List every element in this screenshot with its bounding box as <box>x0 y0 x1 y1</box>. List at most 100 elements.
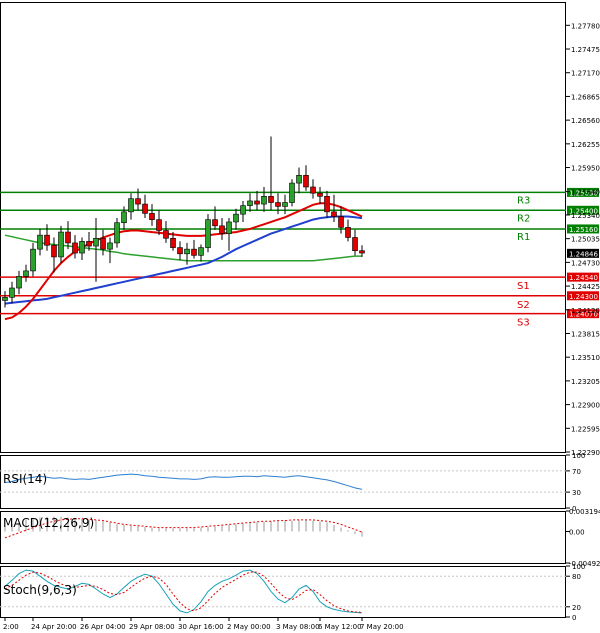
candle-body <box>51 244 57 258</box>
candle <box>247 193 253 212</box>
ma-blue-line <box>4 215 363 305</box>
ma-green-line <box>4 234 362 262</box>
time-tick-label: 30 Apr 16:00 <box>178 623 224 631</box>
candle <box>2 291 8 308</box>
level-price-box <box>567 309 599 319</box>
price-tick-label: 1.27780 <box>571 22 600 30</box>
candle-body <box>65 231 71 244</box>
candle-body <box>345 227 351 238</box>
stoch-signal-line <box>4 571 363 613</box>
macd-tick-label: 0.00 <box>569 528 585 536</box>
candle-body <box>37 234 43 250</box>
candle <box>37 228 43 256</box>
macd-label: MACD(12,26,9) <box>3 516 94 530</box>
candle-body <box>268 196 274 203</box>
candle <box>191 239 197 259</box>
candle <box>359 245 365 257</box>
stoch-tick-label: 80 <box>572 573 581 581</box>
level-price-box <box>567 272 599 282</box>
moving-averages <box>4 202 363 321</box>
candle <box>268 136 274 211</box>
price-tick-label: 1.24730 <box>571 259 600 267</box>
price-axis: 1.27780 1.27475 1.27170 1.26865 1.26560 1.262… <box>566 22 600 457</box>
rsi-panel-frame <box>0 455 566 509</box>
macd-signal-line <box>4 518 363 539</box>
time-tick-label: 26 Apr 04:00 <box>80 623 126 631</box>
price-tick-label: 1.26865 <box>571 93 600 101</box>
candle-body <box>359 250 365 254</box>
candle <box>282 194 288 215</box>
indicator-panels: 100 70 30 0 RSI(14) 0.003194 0.00 -0.00492 MACD(… <box>0 452 600 622</box>
candle-body <box>107 242 113 250</box>
candle <box>58 225 64 264</box>
candle <box>198 244 204 262</box>
candle <box>128 193 134 220</box>
candle-body <box>86 241 92 247</box>
price-tick-label: 1.27170 <box>571 70 600 78</box>
price-tick-label: 1.27475 <box>571 46 600 54</box>
level-name-r2: R2 <box>517 213 530 224</box>
stoch-panel-frame <box>0 566 566 618</box>
stoch-label: Stoch(9,6,3) <box>3 583 77 597</box>
stoch-tick-label: 20 <box>572 604 581 612</box>
level-name-r1: R1 <box>517 232 530 243</box>
candle <box>107 237 113 264</box>
level-name-s3: S3 <box>517 318 530 329</box>
time-tick-label: 3 May 08:00 <box>276 623 320 631</box>
candle <box>317 186 323 205</box>
price-tick-label: 1.26560 <box>571 117 600 125</box>
candle-body <box>317 192 323 197</box>
candle-body <box>261 196 267 205</box>
price-tick-label: 1.23510 <box>571 354 600 362</box>
candle <box>93 218 99 282</box>
candle <box>163 221 169 243</box>
current-price-box <box>567 248 599 258</box>
level-name-s2: S2 <box>517 300 530 311</box>
level-price-label: 1.24300 <box>569 293 598 301</box>
candle-body <box>247 200 253 206</box>
candle-body <box>184 248 190 255</box>
price-tick-label: 1.22900 <box>571 402 600 410</box>
price-tick-label: 1.23815 <box>571 330 600 338</box>
candle-body <box>79 241 85 254</box>
main-panel-frame <box>0 2 566 453</box>
candle-body <box>303 175 309 188</box>
candle <box>296 167 302 194</box>
candle <box>114 218 120 248</box>
level-name-s1: S1 <box>517 281 530 292</box>
candle-body <box>233 213 239 223</box>
stoch-tick-label: 100 <box>572 563 585 571</box>
candle <box>72 235 78 259</box>
candle <box>23 264 29 282</box>
level-price-label: 1.24540 <box>569 274 598 282</box>
candle-body <box>156 219 162 231</box>
candle-body <box>240 205 246 215</box>
time-axis: 2:00 24 Apr 20:00 26 Apr 04:00 29 Apr 08:00… <box>3 617 404 631</box>
candle <box>149 204 155 226</box>
candle <box>142 194 148 219</box>
candle-body <box>254 200 260 205</box>
macd-tick-label: -0.00492 <box>569 560 600 568</box>
candle-body <box>121 211 127 224</box>
time-tick-label: 29 Apr 08:00 <box>129 623 175 631</box>
candle-body <box>58 231 64 258</box>
level-price-label: 1.25630 <box>569 189 598 197</box>
candle <box>16 270 22 295</box>
time-tick-label: 2:00 <box>3 623 19 631</box>
level-price-label: 1.25400 <box>569 207 598 215</box>
candle-body <box>331 211 337 217</box>
rsi-tick-label: 0 <box>572 505 576 513</box>
level-price-box <box>567 291 599 301</box>
stoch-tick-label: 0 <box>572 614 576 622</box>
candle <box>170 232 176 251</box>
candle-body <box>149 213 155 220</box>
candle <box>30 242 36 277</box>
time-tick-label: 7 May 20:00 <box>360 623 404 631</box>
candle <box>44 224 50 251</box>
price-tick-label: 1.26255 <box>571 141 600 149</box>
candle-body <box>114 222 120 244</box>
candle-body <box>212 219 218 227</box>
candle-body <box>205 219 211 248</box>
candle <box>212 206 218 230</box>
candle <box>205 214 211 253</box>
